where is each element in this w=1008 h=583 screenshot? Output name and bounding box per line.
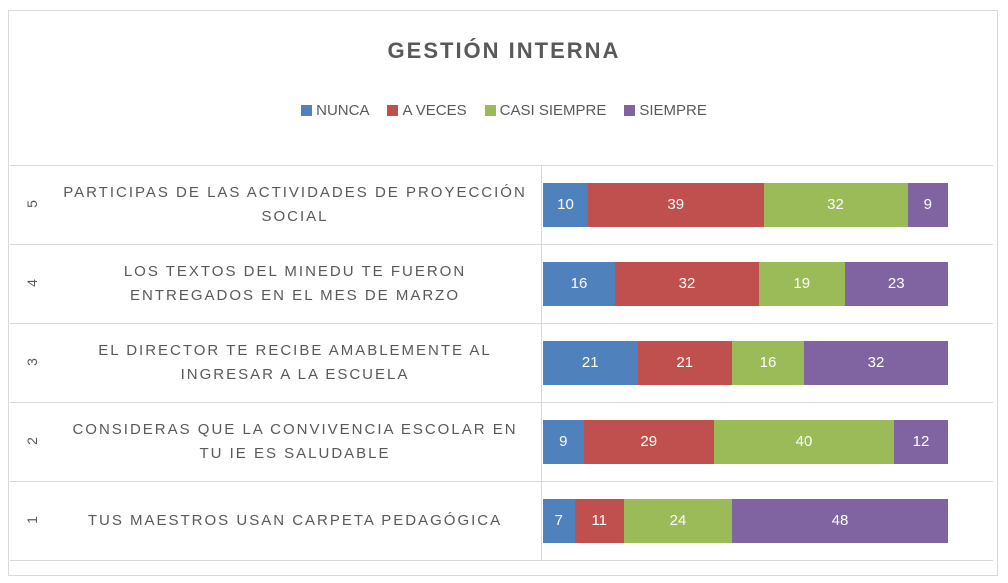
row-separator — [10, 481, 993, 482]
bar-segment: 7 — [543, 498, 575, 543]
category-label: PARTICIPAS DE LAS ACTIVIDADES DE PROYECC… — [63, 183, 527, 225]
row-number: 4 — [24, 278, 40, 287]
legend-label: NUNCA — [316, 102, 370, 119]
data-label: 7 — [554, 512, 563, 529]
bar-segment: 16 — [543, 261, 615, 306]
legend-swatch — [301, 105, 313, 116]
data-label: 9 — [559, 433, 568, 450]
bar-segment: 32 — [763, 182, 908, 227]
bar-segment: 23 — [844, 261, 948, 306]
bar-segment: 24 — [624, 498, 732, 543]
row-number: 1 — [24, 515, 40, 524]
axis-line — [541, 165, 542, 560]
legend-label: A VECES — [402, 102, 467, 119]
bar-segment: 9 — [543, 419, 584, 464]
data-label: 19 — [793, 275, 811, 292]
row-number: 5 — [24, 199, 40, 208]
data-label: 16 — [759, 354, 777, 371]
bar-segment: 32 — [615, 261, 759, 306]
data-label: 32 — [678, 275, 696, 292]
row-separator — [10, 165, 993, 166]
bar-segment: 11 — [574, 498, 624, 543]
category-label: EL DIRECTOR TE RECIBE AMABLEMENTE AL ING… — [98, 341, 492, 383]
bar-segment: 21 — [543, 340, 638, 385]
bar-segment: 32 — [804, 340, 948, 385]
data-label: 48 — [831, 512, 849, 529]
data-label: 32 — [867, 354, 885, 371]
legend-item: NUNCA — [301, 102, 369, 119]
data-label: 40 — [795, 433, 813, 450]
row-separator — [10, 244, 993, 245]
bar-segment: 9 — [907, 182, 948, 227]
row-number: 3 — [24, 357, 40, 366]
legend-item: CASI SIEMPRE — [484, 102, 607, 119]
data-label: 12 — [912, 433, 930, 450]
data-label: 9 — [923, 196, 932, 213]
data-label: 32 — [827, 196, 844, 213]
data-label: 11 — [591, 512, 608, 529]
data-label: 16 — [570, 275, 588, 292]
bar-segment: 12 — [894, 419, 948, 464]
bar-segment: 16 — [732, 340, 804, 385]
data-label: 29 — [640, 433, 658, 450]
legend: NUNCA A VECES CASI SIEMPRE SIEMPRE — [0, 102, 1008, 119]
category-label: TUS MAESTROS USAN CARPETA PEDAGÓGICA — [87, 511, 503, 529]
bar-segment: 39 — [588, 182, 764, 227]
bar-segment: 48 — [732, 498, 948, 543]
legend-swatch — [387, 105, 399, 116]
data-label: 10 — [557, 196, 574, 213]
legend-item: A VECES — [387, 102, 467, 119]
bar-segment: 10 — [543, 182, 588, 227]
row-number: 2 — [24, 436, 40, 445]
legend-label: SIEMPRE — [639, 102, 707, 119]
category-label: LOS TEXTOS DEL MINEDU TE FUERON ENTREGAD… — [123, 262, 467, 304]
bar-segment: 40 — [714, 419, 894, 464]
row-separator — [10, 402, 993, 403]
data-label: 24 — [669, 512, 687, 529]
data-label: 21 — [581, 354, 599, 371]
data-label: 23 — [887, 275, 905, 292]
bar-segment: 29 — [583, 419, 714, 464]
legend-label: CASI SIEMPRE — [499, 102, 607, 119]
row-separator — [10, 323, 993, 324]
legend-swatch — [484, 105, 496, 116]
data-label: 21 — [676, 354, 694, 371]
legend-swatch — [624, 105, 636, 116]
bar-segment: 21 — [637, 340, 732, 385]
bar-segment: 19 — [759, 261, 845, 306]
data-label: 39 — [667, 196, 685, 213]
category-label: CONSIDERAS QUE LA CONVIVENCIA ESCOLAR EN… — [72, 420, 518, 462]
chart-frame — [8, 10, 998, 576]
legend-item: SIEMPRE — [624, 102, 707, 119]
row-separator — [10, 560, 993, 561]
chart-title: GESTIÓN INTERNA — [387, 38, 621, 63]
